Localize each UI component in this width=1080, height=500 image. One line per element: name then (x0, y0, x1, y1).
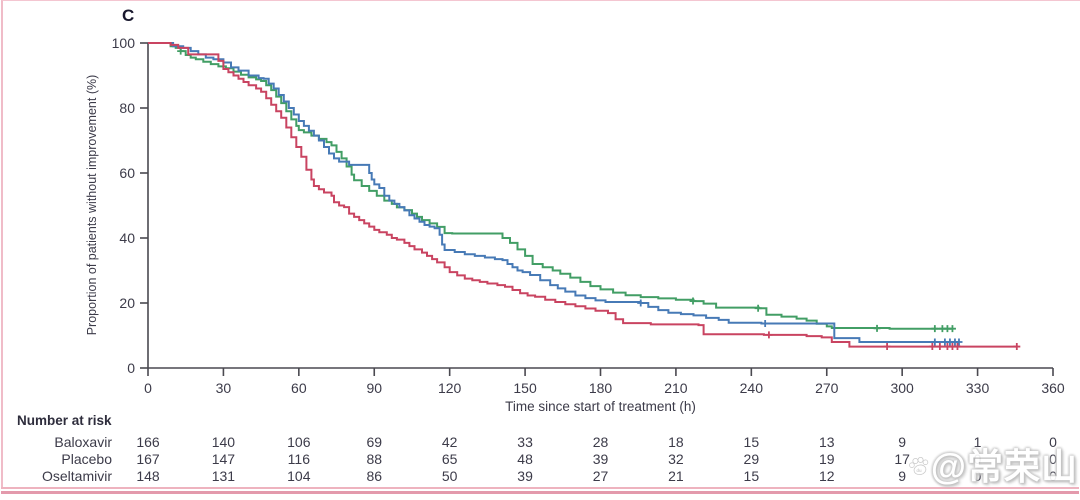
series-baloxavir (148, 42, 1021, 351)
x-tick-label: 270 (815, 380, 839, 396)
tick-labels: 0 20 40 60 80 100 0 30 60 90 120 150 180 210 240 270 300… (112, 35, 1065, 396)
censor-mark (928, 343, 936, 351)
series-oseltamivir (148, 42, 963, 346)
panel-label: C (122, 6, 135, 25)
x-tick-label: 360 (1041, 380, 1065, 396)
censor-mark (931, 338, 939, 346)
x-tick-label: 90 (366, 380, 382, 396)
y-axis-title: Proportion of patients without improveme… (85, 74, 99, 336)
censor-mark (936, 343, 944, 351)
x-tick-label: 300 (890, 380, 914, 396)
x-tick-label: 150 (513, 380, 537, 396)
censor-mark (761, 319, 769, 327)
censor-mark (1013, 343, 1021, 351)
x-tick-label: 210 (664, 380, 688, 396)
x-tick-label: 330 (966, 380, 990, 396)
y-tick-label: 80 (119, 100, 135, 116)
bottom-rule-thick (1, 491, 1079, 494)
censor-mark (873, 324, 881, 332)
x-tick-label: 60 (291, 380, 307, 396)
censor-mark (689, 297, 697, 305)
censor-mark (637, 299, 645, 307)
censor-mark (883, 343, 891, 351)
km-curve (148, 42, 1017, 348)
y-tick-label: 100 (112, 35, 136, 51)
censor-mark (948, 325, 956, 333)
y-tick-label: 40 (119, 230, 135, 246)
y-tick-label: 20 (119, 295, 135, 311)
censor-mark (953, 343, 961, 351)
censor-mark (931, 325, 939, 333)
y-tick-label: 0 (127, 360, 135, 376)
censor-mark (955, 338, 963, 346)
x-tick-label: 120 (438, 380, 462, 396)
x-tick-label: 180 (589, 380, 613, 396)
bottom-rule-thin (1, 487, 1079, 489)
censor-mark (765, 331, 773, 339)
risk-table-title: Number at risk (17, 413, 112, 428)
x-tick-label: 0 (144, 380, 152, 396)
x-axis-title: Time since start of treatment (h) (505, 399, 696, 414)
x-tick-label: 240 (740, 380, 764, 396)
censor-mark (754, 304, 762, 312)
x-tick-label: 30 (216, 380, 232, 396)
series-placebo (148, 42, 956, 333)
y-tick-label: 60 (119, 165, 135, 181)
axes (140, 42, 1054, 376)
km-curve (148, 42, 959, 343)
